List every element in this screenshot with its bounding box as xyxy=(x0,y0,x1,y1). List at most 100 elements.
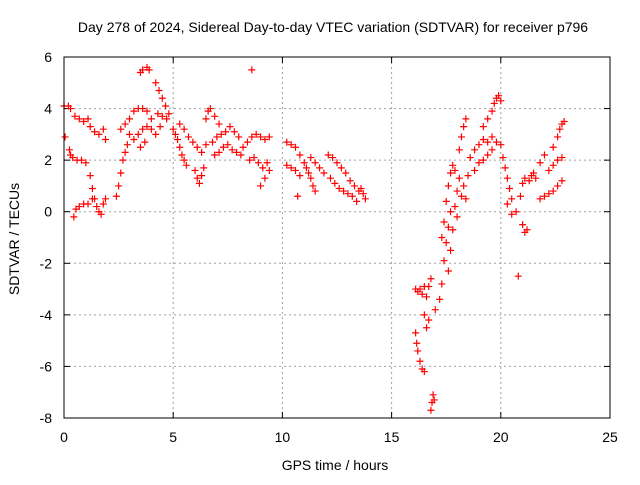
data-point xyxy=(499,154,507,162)
data-point xyxy=(176,143,184,151)
data-point xyxy=(497,97,505,105)
data-point xyxy=(558,177,566,185)
data-point xyxy=(549,187,557,195)
data-point xyxy=(209,138,217,146)
data-point xyxy=(532,174,540,182)
data-point xyxy=(331,179,339,187)
data-point xyxy=(420,368,428,376)
data-point xyxy=(97,210,105,218)
data-point xyxy=(412,329,420,337)
data-point xyxy=(471,166,479,174)
data-point xyxy=(202,141,210,149)
data-point xyxy=(283,161,291,169)
data-point xyxy=(292,143,300,151)
data-point xyxy=(359,190,367,198)
y-axis-label: SDTVAR / TECUs xyxy=(6,183,22,295)
data-point xyxy=(246,156,254,164)
x-tick-label: 5 xyxy=(169,429,177,445)
data-point xyxy=(191,166,199,174)
data-point xyxy=(525,177,533,185)
data-point xyxy=(163,115,171,123)
data-point xyxy=(233,148,241,156)
data-point xyxy=(427,406,435,414)
data-point xyxy=(333,159,341,167)
data-point xyxy=(130,107,138,115)
data-point xyxy=(117,169,125,177)
data-point xyxy=(126,115,134,123)
data-point xyxy=(174,136,182,144)
data-point xyxy=(501,164,509,172)
data-point xyxy=(444,223,452,231)
data-point xyxy=(296,172,304,180)
data-point xyxy=(193,143,201,151)
data-point xyxy=(169,125,177,133)
data-point xyxy=(540,192,548,200)
data-point xyxy=(536,195,544,203)
data-point xyxy=(460,123,468,131)
data-point xyxy=(121,120,129,128)
data-point xyxy=(180,125,188,133)
data-point xyxy=(423,324,431,332)
data-point xyxy=(70,213,78,221)
data-point xyxy=(143,107,151,115)
data-point xyxy=(126,130,134,138)
data-point xyxy=(178,151,186,159)
data-point xyxy=(226,123,234,131)
data-point xyxy=(75,115,83,123)
data-point xyxy=(84,115,92,123)
data-point xyxy=(490,99,498,107)
data-point xyxy=(508,195,516,203)
data-point xyxy=(195,179,203,187)
data-point xyxy=(423,293,431,301)
data-point xyxy=(134,130,142,138)
data-point xyxy=(254,159,262,167)
data-point xyxy=(503,174,511,182)
data-point xyxy=(200,164,208,172)
data-point xyxy=(488,107,496,115)
data-point xyxy=(261,136,269,144)
data-point xyxy=(484,151,492,159)
data-point xyxy=(265,166,273,174)
data-point xyxy=(413,339,421,347)
data-point xyxy=(540,151,548,159)
data-point xyxy=(180,156,188,164)
data-point xyxy=(462,115,470,123)
data-point xyxy=(121,148,129,156)
data-point xyxy=(554,156,562,164)
data-point xyxy=(514,272,522,280)
data-point xyxy=(447,246,455,254)
data-point xyxy=(143,123,151,131)
data-point xyxy=(357,185,365,193)
data-point xyxy=(311,159,319,167)
data-point xyxy=(152,130,160,138)
data-point xyxy=(248,133,256,141)
data-point xyxy=(86,123,94,131)
data-point xyxy=(101,136,109,144)
data-point xyxy=(453,187,461,195)
data-point xyxy=(300,159,308,167)
data-point xyxy=(447,169,455,177)
data-point xyxy=(503,200,511,208)
data-point xyxy=(154,110,162,118)
data-point xyxy=(311,187,319,195)
data-point xyxy=(340,187,348,195)
y-tick-label: -6 xyxy=(40,358,53,374)
data-point xyxy=(193,174,201,182)
data-point xyxy=(348,192,356,200)
data-point xyxy=(335,185,343,193)
data-point xyxy=(453,213,461,221)
data-point xyxy=(101,195,109,203)
y-tick-label: 4 xyxy=(44,101,52,117)
y-tick-label: 2 xyxy=(44,152,52,168)
data-point xyxy=(117,125,125,133)
data-point xyxy=(455,174,463,182)
y-tick-label: -2 xyxy=(40,255,53,271)
data-point xyxy=(75,203,83,211)
data-point xyxy=(420,311,428,319)
data-point xyxy=(451,203,459,211)
data-point xyxy=(257,133,265,141)
data-point xyxy=(158,94,166,102)
data-point xyxy=(211,151,219,159)
data-point xyxy=(361,195,369,203)
